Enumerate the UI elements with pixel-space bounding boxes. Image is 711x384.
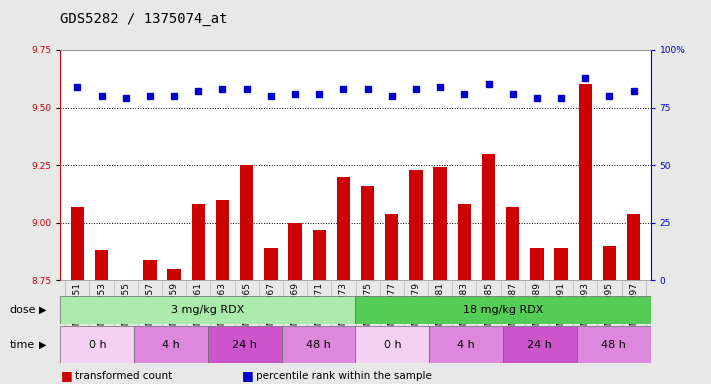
Text: GSM306997: GSM306997 [629,282,638,337]
Bar [60,326,134,363]
Bar [240,165,253,280]
Bar [264,248,277,280]
Bar [144,260,156,280]
Text: GSM306983: GSM306983 [460,282,469,337]
Text: ▶: ▶ [39,339,47,350]
Bar [216,200,229,280]
Bar [282,326,356,363]
Text: GSM306977: GSM306977 [387,282,396,337]
Bar [458,204,471,280]
Bar [429,326,503,363]
Bar [119,280,132,283]
Text: ▶: ▶ [39,305,47,315]
Text: 4 h: 4 h [457,339,475,350]
Text: ■: ■ [60,369,73,382]
Bar [577,326,651,363]
Text: 24 h: 24 h [528,339,552,350]
Text: 18 mg/kg RDX: 18 mg/kg RDX [463,305,543,315]
Bar [410,170,422,280]
Text: GSM306951: GSM306951 [73,282,82,337]
Text: GSM306979: GSM306979 [412,282,420,337]
Bar [361,186,374,280]
Bar [95,250,108,280]
Bar [385,214,398,280]
Bar [168,269,181,280]
Bar [313,230,326,280]
Bar [60,296,356,324]
Text: 0 h: 0 h [88,339,106,350]
Bar [434,167,447,280]
Text: GSM306989: GSM306989 [533,282,541,337]
Text: GSM306975: GSM306975 [363,282,372,337]
Text: GSM306995: GSM306995 [605,282,614,337]
Text: GSM306971: GSM306971 [315,282,324,337]
Text: 48 h: 48 h [602,339,626,350]
Text: time: time [9,339,35,350]
Text: GSM306967: GSM306967 [267,282,275,337]
Bar [482,154,495,280]
Text: GSM306959: GSM306959 [170,282,178,337]
Bar [134,326,208,363]
Bar [503,326,577,363]
Text: GSM306963: GSM306963 [218,282,227,337]
Text: GSM306993: GSM306993 [581,282,589,337]
Text: GSM306961: GSM306961 [194,282,203,337]
Text: GDS5282 / 1375074_at: GDS5282 / 1375074_at [60,12,228,25]
Bar [506,207,519,280]
Text: GSM306965: GSM306965 [242,282,251,337]
Bar [70,207,84,280]
Bar [208,326,282,363]
Text: percentile rank within the sample: percentile rank within the sample [256,371,432,381]
Text: GSM306985: GSM306985 [484,282,493,337]
Text: ■: ■ [242,369,254,382]
Text: GSM306957: GSM306957 [146,282,154,337]
Text: GSM306955: GSM306955 [122,282,130,337]
Text: GSM306973: GSM306973 [339,282,348,337]
Text: 24 h: 24 h [232,339,257,350]
Text: GSM306981: GSM306981 [436,282,444,337]
Text: GSM306953: GSM306953 [97,282,106,337]
Bar [627,214,641,280]
Bar [603,246,616,280]
Text: 4 h: 4 h [162,339,180,350]
Bar [337,177,350,280]
Bar [356,296,651,324]
Bar [579,84,592,280]
Text: 3 mg/kg RDX: 3 mg/kg RDX [171,305,245,315]
Bar [555,248,567,280]
Text: GSM306987: GSM306987 [508,282,517,337]
Bar [356,326,429,363]
Text: GSM306969: GSM306969 [291,282,299,337]
Text: GSM306991: GSM306991 [557,282,565,337]
Text: 0 h: 0 h [383,339,401,350]
Text: dose: dose [9,305,36,315]
Text: 48 h: 48 h [306,339,331,350]
Text: transformed count: transformed count [75,371,172,381]
Bar [192,204,205,280]
Bar [530,248,543,280]
Bar [289,223,301,280]
